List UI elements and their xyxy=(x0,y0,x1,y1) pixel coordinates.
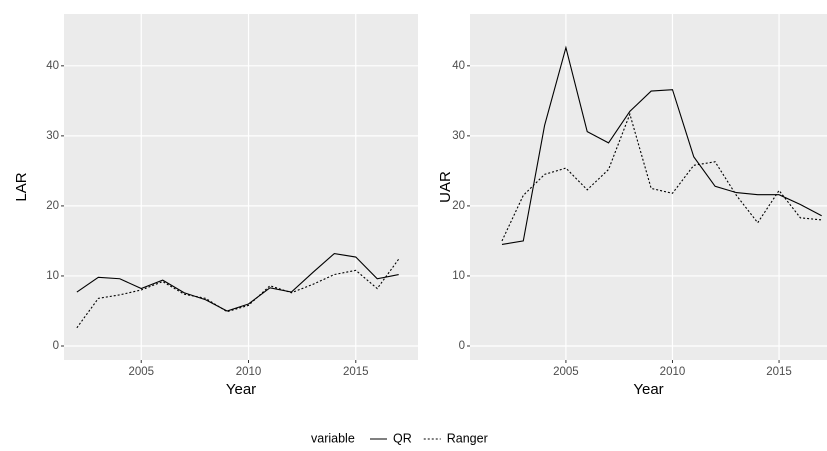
y-tick-label: 0 xyxy=(459,340,465,352)
y-tick-label: 30 xyxy=(46,130,59,142)
y-tick-label: 20 xyxy=(46,200,59,212)
x-axis-label: Year xyxy=(226,381,256,398)
y-axis-label: LAR xyxy=(13,172,30,201)
x-tick-label: 2015 xyxy=(343,366,369,378)
line-series xyxy=(76,252,399,312)
x-axis-label: Year xyxy=(633,381,663,398)
x-tick-label: 2005 xyxy=(128,366,154,378)
x-tick-label: 2010 xyxy=(660,366,686,378)
line-series xyxy=(501,112,822,242)
legend-title: variable xyxy=(311,431,355,445)
y-tick-label: 40 xyxy=(452,60,465,72)
y-tick-label: 30 xyxy=(452,130,465,142)
y-tick-label: 0 xyxy=(53,340,59,352)
legend-label: Ranger xyxy=(447,431,488,445)
x-tick-label: 2010 xyxy=(236,366,262,378)
x-tick-label: 2005 xyxy=(553,366,579,378)
plot-panel xyxy=(470,14,827,360)
y-tick-label: 40 xyxy=(46,60,59,72)
line-series xyxy=(501,45,822,245)
y-tick-label: 20 xyxy=(452,200,465,212)
plot-panel xyxy=(64,14,418,360)
y-tick-label: 10 xyxy=(452,270,465,282)
x-tick-label: 2015 xyxy=(766,366,792,378)
legend-label: QR xyxy=(393,431,412,445)
y-tick-label: 10 xyxy=(46,270,59,282)
y-axis-label: UAR xyxy=(437,171,454,203)
line-series xyxy=(76,258,400,329)
